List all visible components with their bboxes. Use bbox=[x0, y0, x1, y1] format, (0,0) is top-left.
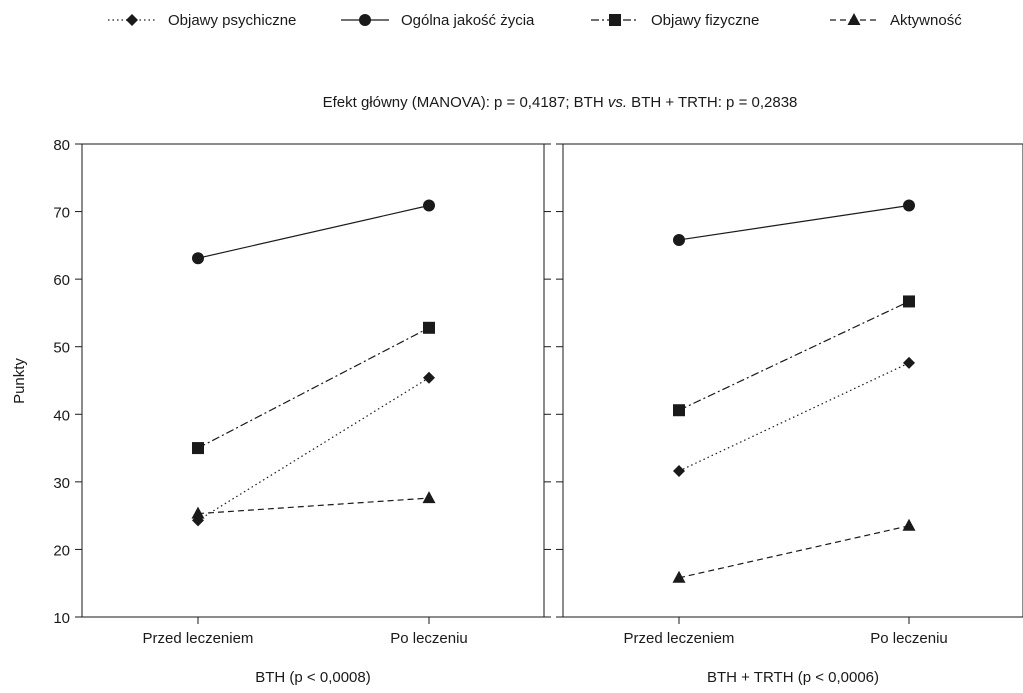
marker-square bbox=[673, 404, 685, 417]
marker-diamond bbox=[903, 356, 915, 369]
panels: 10 20 30 40 50 60 70 80 Przed leczeniem Po leczen… bbox=[53, 137, 1023, 686]
marker-diamond bbox=[423, 371, 435, 384]
x-tick-label: Przed leczeniem bbox=[624, 630, 735, 647]
chart-title-part: Efekt główny (MANOVA): p = 0,4187; BTH bbox=[323, 94, 608, 111]
marker-circle bbox=[359, 14, 371, 26]
y-tick-label: 80 bbox=[53, 137, 70, 154]
y-tick-label: 70 bbox=[53, 205, 70, 222]
series bbox=[191, 491, 436, 519]
series bbox=[672, 518, 916, 583]
marker-circle bbox=[673, 233, 685, 246]
marker-circle bbox=[423, 199, 435, 212]
legend: Objawy psychiczne Ogólna jakość życia Obja… bbox=[108, 12, 962, 29]
marker-triangle bbox=[422, 491, 436, 504]
marker-square bbox=[192, 442, 204, 455]
panel: 10 20 30 40 50 60 70 80 Przed leczeniem Po leczen… bbox=[53, 137, 551, 686]
x-tick-label: Po leczeniu bbox=[390, 630, 468, 647]
y-tick-label: 30 bbox=[53, 475, 70, 492]
legend-label: Objawy fizyczne bbox=[651, 12, 759, 29]
series bbox=[192, 321, 435, 455]
series-line bbox=[678, 300, 910, 411]
marker-diamond bbox=[673, 465, 685, 478]
series-line bbox=[197, 377, 430, 521]
series-line bbox=[197, 327, 430, 449]
marker-triangle bbox=[672, 570, 686, 583]
marker-square bbox=[423, 321, 435, 334]
series-line bbox=[197, 204, 430, 259]
series bbox=[673, 356, 915, 478]
marker-square bbox=[609, 14, 621, 26]
y-tick-label: 50 bbox=[53, 340, 70, 357]
series-line bbox=[678, 204, 910, 241]
chart-title: Efekt główny (MANOVA): p = 0,4187; BTH v… bbox=[323, 94, 798, 111]
panel: Przed leczeniem Po leczeniu BTH + TRTH (p … bbox=[556, 143, 1023, 686]
chart-title-italic: vs. bbox=[608, 94, 627, 111]
legend-label: Objawy psychiczne bbox=[168, 12, 296, 29]
series-line bbox=[678, 525, 910, 579]
x-axis-label: BTH (p < 0,0008) bbox=[255, 669, 370, 686]
legend-label: Ogólna jakość życia bbox=[401, 12, 535, 29]
marker-square bbox=[903, 295, 915, 308]
series bbox=[673, 199, 915, 246]
marker-triangle bbox=[847, 13, 861, 25]
series-line bbox=[678, 362, 910, 472]
series bbox=[673, 295, 915, 417]
legend-label: Aktywność bbox=[890, 12, 962, 29]
x-tick-label: Po leczeniu bbox=[870, 630, 948, 647]
x-axis-label: BTH + TRTH (p < 0,0006) bbox=[707, 669, 879, 686]
marker-diamond bbox=[126, 14, 138, 26]
y-tick-label: 40 bbox=[53, 407, 70, 424]
series-line bbox=[197, 497, 430, 515]
y-tick-label: 10 bbox=[53, 610, 70, 627]
y-tick-label: 20 bbox=[53, 542, 70, 559]
x-tick-label: Przed leczeniem bbox=[143, 630, 254, 647]
plot-frame bbox=[81, 143, 545, 618]
marker-triangle bbox=[902, 518, 916, 531]
marker-triangle bbox=[191, 506, 205, 519]
marker-circle bbox=[192, 252, 204, 265]
chart-title-part: BTH + TRTH: p = 0,2838 bbox=[627, 94, 797, 111]
plot-frame bbox=[562, 143, 1023, 618]
series bbox=[192, 371, 435, 527]
series bbox=[192, 199, 435, 265]
y-tick-label: 60 bbox=[53, 272, 70, 289]
y-axis-label: Punkty bbox=[11, 358, 28, 404]
marker-circle bbox=[903, 199, 915, 212]
